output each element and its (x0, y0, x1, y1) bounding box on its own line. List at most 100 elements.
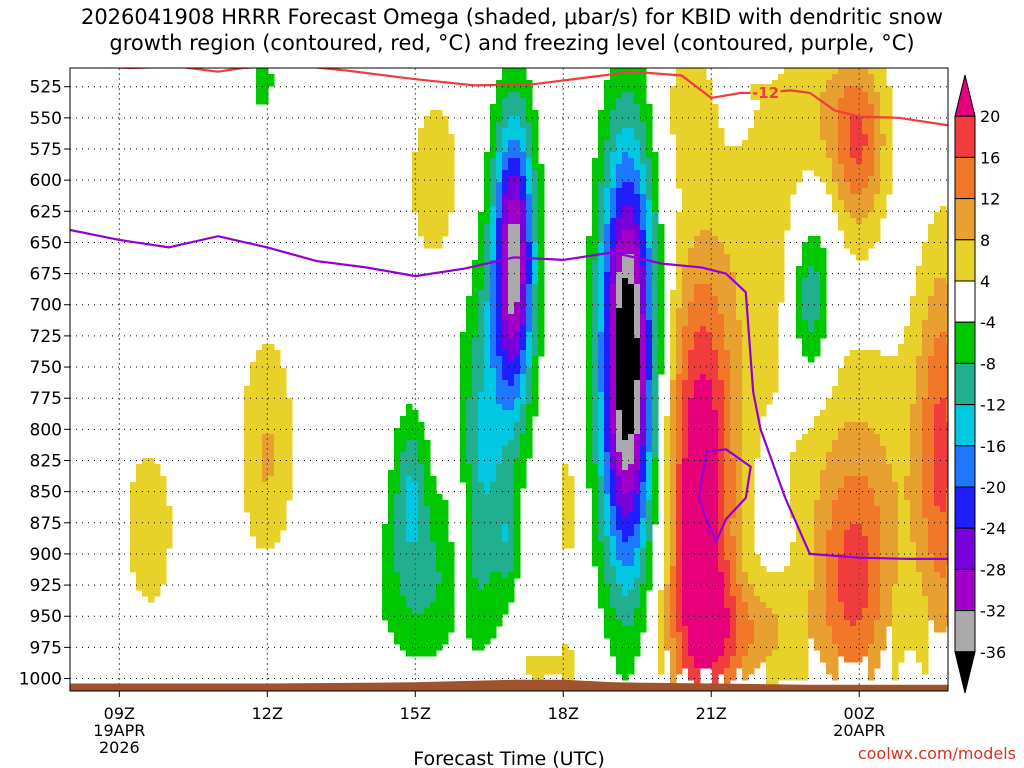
omega-cell (406, 608, 413, 657)
omega-cell (652, 212, 659, 459)
omega-cell (844, 620, 851, 663)
omega-cell (424, 506, 431, 609)
omega-cell (508, 92, 515, 117)
omega-cell (472, 338, 479, 579)
omega-cell (868, 644, 875, 681)
omega-cell (526, 194, 533, 243)
omega-cell (274, 350, 281, 543)
omega-cell (652, 458, 659, 525)
omega-cell (562, 644, 569, 681)
omega-cell (496, 572, 503, 627)
y-tick-label: 875 (30, 514, 62, 534)
omega-cell (280, 368, 287, 531)
omega-cell (166, 506, 173, 549)
omega-cell (868, 212, 875, 249)
omega-cell (874, 506, 881, 621)
y-tick-label: 725 (30, 327, 62, 347)
omega-cell (934, 338, 941, 405)
omega-cell (862, 350, 869, 423)
omega-cell (814, 500, 821, 651)
omega-cell (730, 458, 737, 519)
omega-cell (262, 482, 269, 549)
omega-cell (874, 194, 881, 243)
omega-cell (634, 68, 641, 105)
omega-cell (418, 614, 425, 657)
x-tick-date: 20APR (833, 721, 885, 740)
omega-cell (430, 110, 437, 249)
omega-cell (826, 80, 833, 159)
omega-cell (526, 368, 533, 405)
omega-cell (610, 68, 617, 111)
omega-cell (616, 560, 623, 585)
omega-cell (154, 464, 161, 597)
omega-cell (502, 446, 509, 525)
omega-cell (424, 440, 431, 507)
omega-cell (622, 68, 629, 93)
omega-cell (826, 452, 833, 531)
omega-cell (520, 152, 527, 177)
omega-cell (484, 152, 491, 225)
omega-cell (790, 542, 797, 681)
omega-cell (520, 326, 527, 351)
omega-cell (682, 68, 689, 267)
omega-cell (160, 476, 167, 585)
omega-cell (862, 146, 869, 189)
omega-cell (940, 332, 947, 399)
omega-cell (502, 320, 509, 351)
omega-cell (856, 116, 863, 165)
colorbar-label: 20 (980, 107, 1000, 126)
omega-cell (802, 68, 809, 171)
omega-cell (634, 140, 641, 171)
omega-cell (766, 86, 773, 405)
colorbar-label: -28 (980, 560, 1006, 579)
omega-cell (724, 350, 731, 561)
omega-cell (748, 620, 755, 645)
freezing-closed-contour (697, 448, 752, 545)
omega-cell (622, 566, 629, 597)
omega-cell (268, 74, 275, 87)
omega-cell (874, 434, 881, 507)
omega-cell (640, 266, 647, 315)
omega-cell (862, 218, 869, 261)
omega-cell (508, 314, 515, 339)
omega-cell (544, 656, 551, 675)
omega-cell (628, 488, 635, 513)
omega-cell (682, 458, 689, 627)
credit-link[interactable]: coolwx.com/models (857, 744, 1016, 763)
y-tick-label: 650 (30, 233, 62, 253)
omega-cell (868, 428, 875, 489)
omega-cell (616, 410, 623, 453)
omega-cell (646, 542, 653, 591)
omega-cell (880, 68, 887, 135)
omega-cell (250, 362, 257, 537)
omega-cell (508, 440, 515, 573)
omega-cell (418, 422, 425, 465)
omega-cell (592, 158, 599, 261)
x-tick-label: 00Z (844, 704, 875, 723)
terrain (70, 679, 948, 691)
omega-cell (604, 140, 611, 189)
omega-cell (700, 230, 707, 285)
omega-cell (868, 68, 875, 75)
omega-cell (880, 446, 887, 651)
colorbar-bin (954, 156, 976, 200)
omega-cell (808, 428, 815, 591)
omega-cell (628, 284, 635, 435)
colorbar-label: -32 (980, 602, 1006, 621)
omega-cell (628, 512, 635, 537)
omega-cell (640, 122, 647, 165)
omega-cell (838, 368, 845, 429)
omega-cell (622, 230, 629, 255)
omega-cell (646, 320, 653, 381)
omega-cell (520, 242, 527, 285)
chart-title: 2026041908 HRRR Forecast Omega (shaded, … (0, 4, 1024, 56)
omega-cell (508, 338, 515, 363)
omega-cell (730, 518, 737, 537)
y-tick-label: 600 (30, 171, 62, 191)
omega-cell (940, 512, 947, 579)
omega-cell (712, 350, 719, 411)
omega-cell (670, 86, 677, 135)
omega-cell (616, 188, 623, 219)
omega-cell (874, 92, 881, 195)
omega-cell (610, 152, 617, 189)
